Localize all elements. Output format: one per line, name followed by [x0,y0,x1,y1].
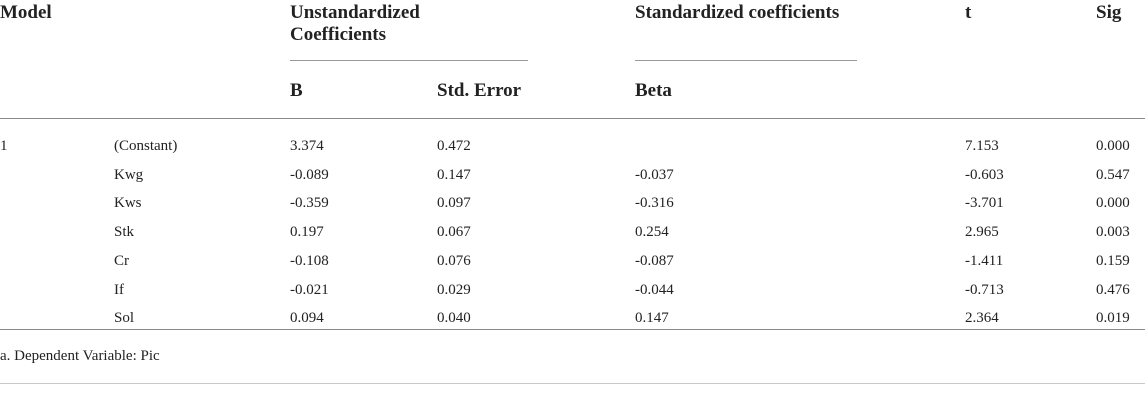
cell-b: 0.094 [290,310,324,327]
cell-sig: 0.159 [1096,252,1130,269]
cell-t: 2.965 [965,224,999,241]
cell-b: 3.374 [290,138,324,154]
cell-sig: 0.000 [1096,195,1130,212]
cell-sig: 0.547 [1096,166,1130,183]
cell-t: -0.603 [965,166,1004,183]
cell-se: 0.097 [437,195,471,212]
cell-beta: -0.087 [635,252,674,269]
cell-b: -0.021 [290,281,329,298]
cell-b: 0.197 [290,224,324,241]
header-beta: Beta [635,80,672,101]
footnote-rule [0,383,1145,384]
cell-se: 0.147 [437,166,471,183]
footnote: a. Dependent Variable: Pic [0,348,160,364]
unstandardized-underline [290,60,528,61]
cell-beta: -0.044 [635,281,674,298]
cell-var: Stk [114,224,135,241]
cell-b: -0.359 [290,195,329,212]
cell-t: 2.364 [965,310,999,327]
header-b: B [290,80,303,101]
cell-beta: 0.147 [635,310,669,327]
cell-var: If [114,281,124,298]
header-std-error: Std. Error [437,80,522,101]
cell-sig: 0.476 [1096,281,1130,298]
cell-model: 1 [0,138,8,154]
header-model: Model [0,2,52,23]
cell-se: 0.040 [437,310,471,327]
cell-beta: 0.254 [635,224,669,241]
cell-se: 0.076 [437,252,471,269]
cell-beta: -0.037 [635,166,674,183]
cell-se: 0.067 [437,224,471,241]
cell-b: -0.089 [290,166,329,183]
cell-b: -0.108 [290,252,329,269]
cell-sig: 0.000 [1096,138,1130,154]
header-unstandardized-line1: Unstandardized [290,2,420,23]
cell-var: Kwg [114,166,144,183]
cell-var: (Constant) [114,138,178,154]
cell-t: -0.713 [965,281,1004,298]
header-sig: Sig [1096,2,1122,23]
cell-se: 0.472 [437,138,471,154]
cell-se: 0.029 [437,281,471,298]
cell-t: 7.153 [965,138,999,154]
header-t: t [965,2,972,23]
table-bottom-rule [0,329,1145,330]
header-standardized: Standardized coefficients [635,2,840,23]
cell-t: -3.701 [965,195,1004,212]
cell-sig: 0.003 [1096,224,1130,241]
cell-var: Cr [114,252,129,269]
cell-var: Sol [114,310,135,327]
cell-sig: 0.019 [1096,310,1130,327]
standardized-underline [635,60,857,61]
header-unstandardized-line2: Coefficients [290,24,387,45]
header-bottom-rule [0,118,1145,119]
cell-beta: -0.316 [635,195,674,212]
cell-t: -1.411 [965,252,1004,269]
cell-var: Kws [114,195,142,212]
